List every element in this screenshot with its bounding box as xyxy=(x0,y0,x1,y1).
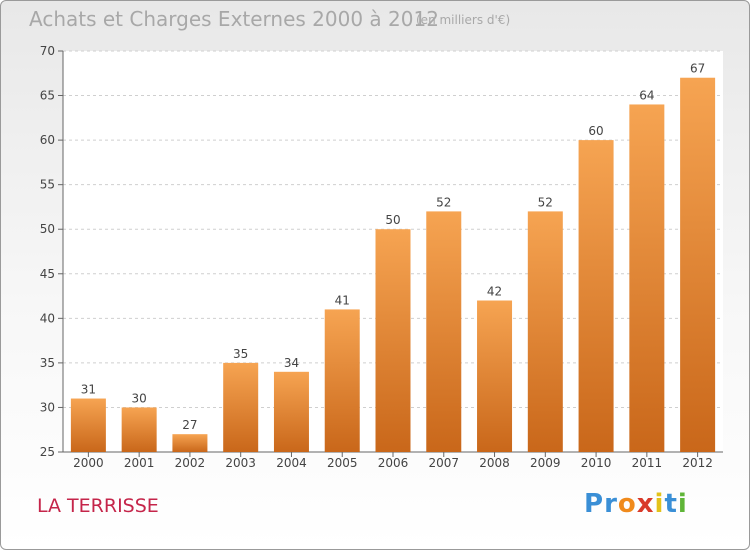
bar xyxy=(527,211,563,452)
bar xyxy=(477,300,513,452)
x-tick-label: 2008 xyxy=(479,456,510,470)
y-tick-label: 40 xyxy=(40,311,55,325)
logo-letter: i xyxy=(677,489,688,519)
data-label: 42 xyxy=(487,285,502,299)
bar xyxy=(426,211,462,452)
x-tick-label: 2007 xyxy=(428,456,459,470)
place-name: LA TERRISSE xyxy=(37,495,159,517)
x-tick-label: 2011 xyxy=(632,456,663,470)
bar xyxy=(680,77,716,452)
bar xyxy=(223,362,259,452)
logo-letter: i xyxy=(654,489,665,519)
data-label: 41 xyxy=(335,293,350,307)
logo-letter: t xyxy=(664,489,678,519)
bar xyxy=(172,434,208,452)
logo-letter: r xyxy=(604,489,618,519)
y-tick-label: 35 xyxy=(40,356,55,370)
proxiti-logo: Proxiti xyxy=(584,489,688,519)
data-label: 60 xyxy=(588,124,603,138)
y-tick-label: 45 xyxy=(40,267,55,281)
y-tick-label: 70 xyxy=(40,44,55,58)
bar xyxy=(324,309,360,452)
x-tick-label: 2012 xyxy=(682,456,713,470)
data-label: 64 xyxy=(639,88,654,102)
data-label: 67 xyxy=(690,62,705,76)
x-tick-label: 2006 xyxy=(378,456,409,470)
data-label: 50 xyxy=(385,213,400,227)
bar xyxy=(121,407,157,452)
logo-letter: o xyxy=(617,489,637,519)
data-label: 31 xyxy=(81,383,96,397)
data-label: 34 xyxy=(284,356,299,370)
y-tick-label: 50 xyxy=(40,222,55,236)
chart-title: Achats et Charges Externes 2000 à 2012 xyxy=(29,7,439,31)
x-tick-label: 2000 xyxy=(73,456,104,470)
y-tick-label: 65 xyxy=(40,89,55,103)
x-tick-label: 2004 xyxy=(276,456,307,470)
logo-letter: x xyxy=(636,489,655,519)
chart-subtitle: (en milliers d'€) xyxy=(416,13,511,27)
x-tick-label: 2009 xyxy=(530,456,561,470)
x-tick-label: 2010 xyxy=(581,456,612,470)
y-tick-label: 55 xyxy=(40,178,55,192)
data-label: 35 xyxy=(233,347,248,361)
y-tick-label: 25 xyxy=(40,445,55,459)
y-tick-label: 30 xyxy=(40,400,55,414)
data-label: 52 xyxy=(436,195,451,209)
bar xyxy=(578,140,614,452)
x-tick-label: 2002 xyxy=(175,456,206,470)
data-label: 52 xyxy=(538,195,553,209)
bar xyxy=(375,229,411,452)
x-tick-label: 2005 xyxy=(327,456,358,470)
bar xyxy=(273,371,309,452)
data-label: 27 xyxy=(182,418,197,432)
x-tick-label: 2001 xyxy=(124,456,155,470)
logo-letter: P xyxy=(584,489,605,519)
x-tick-label: 2003 xyxy=(225,456,256,470)
y-tick-label: 60 xyxy=(40,133,55,147)
bar xyxy=(70,398,106,452)
bar xyxy=(629,104,665,452)
data-label: 30 xyxy=(132,391,147,405)
